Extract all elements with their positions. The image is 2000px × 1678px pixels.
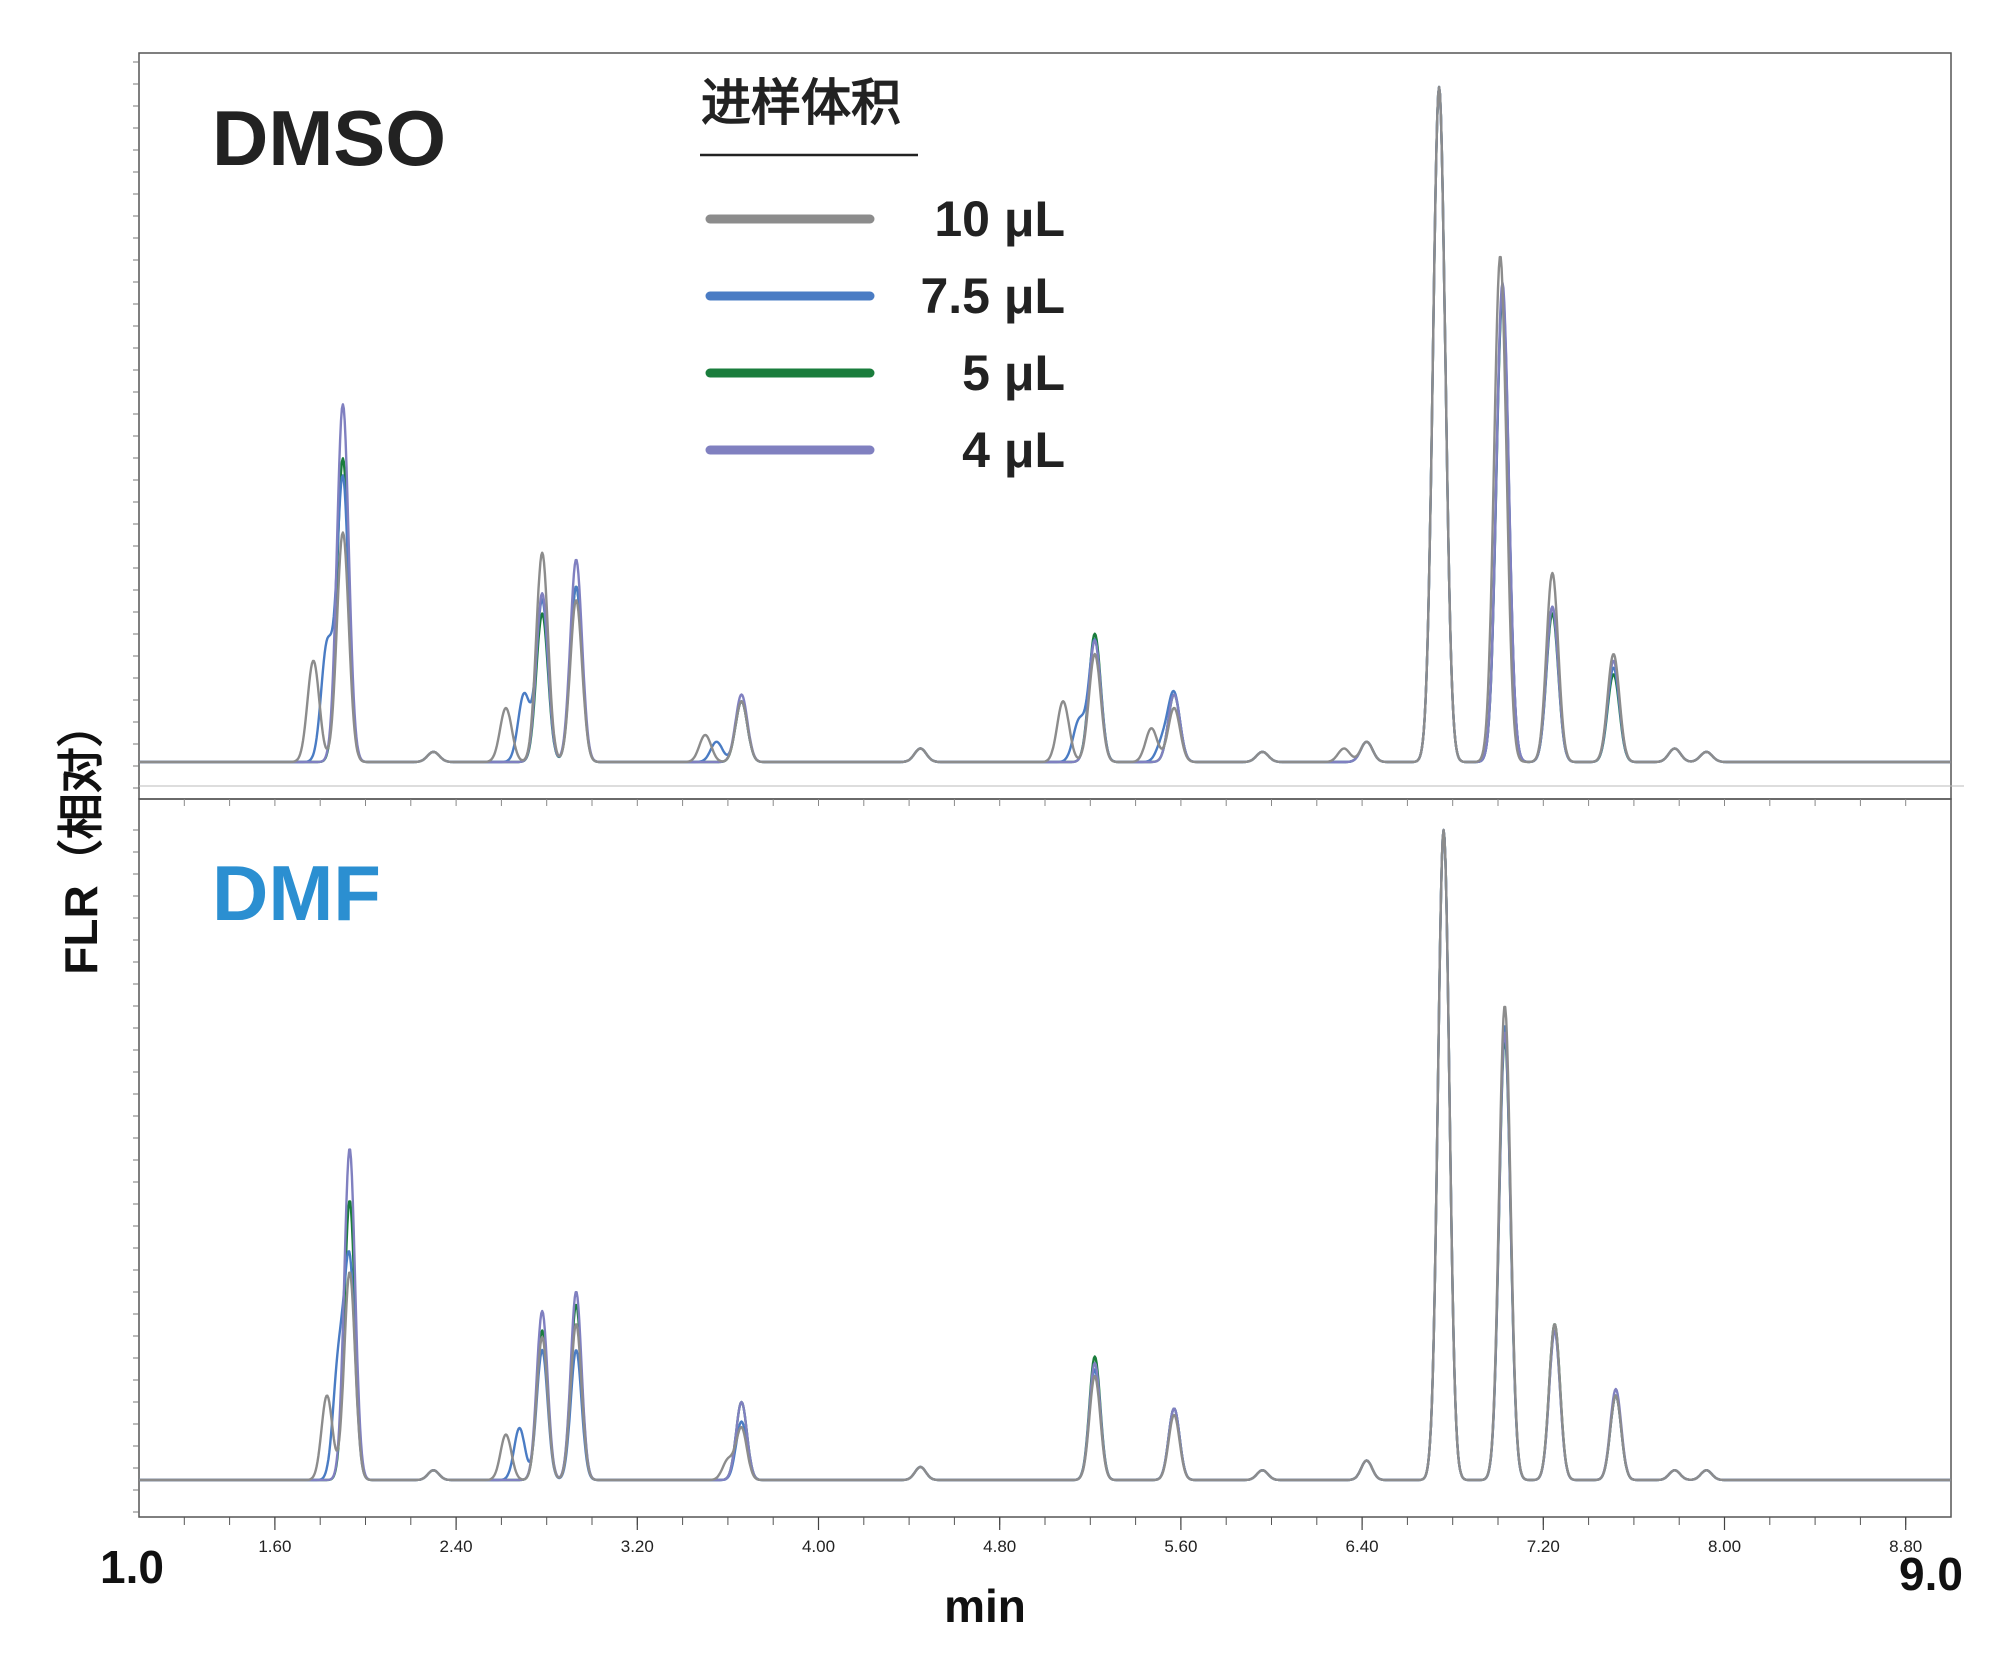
- top-panel-y-ticks: [133, 61, 139, 789]
- x-tick-label: 8.00: [1708, 1537, 1741, 1556]
- x-axis-label: min: [944, 1580, 1026, 1632]
- x-tick-label: 4.00: [802, 1537, 835, 1556]
- x-tick-label: 1.60: [258, 1537, 291, 1556]
- x-tick-label: 3.20: [621, 1537, 654, 1556]
- bottom-panel-traces: [138, 828, 1952, 1482]
- x-tick-label: 5.60: [1164, 1537, 1197, 1556]
- bottom-panel-title: DMF: [212, 849, 381, 937]
- legend: 进样体积 10 μL 7.5 μL 5 μL 4 μL: [700, 75, 1065, 478]
- x-tick-label: 7.20: [1527, 1537, 1560, 1556]
- legend-entry-label: 10 μL: [934, 191, 1065, 247]
- x-tick-label: 2.40: [440, 1537, 473, 1556]
- x-tick-label: 8.80: [1889, 1537, 1922, 1556]
- x-range-end-label: 9.0: [1899, 1548, 1963, 1600]
- y-axis-label: FLR（相对）: [55, 701, 107, 974]
- trace-7-5L-ul: [138, 828, 1952, 1482]
- legend-title: 进样体积: [701, 75, 901, 131]
- x-tick-label: 4.80: [983, 1537, 1016, 1556]
- top-panel-x-ticks: [183, 799, 1907, 806]
- bottom-panel-x-ticks: 1.60 2.40 3.20 4.00 4.80 5.60 6.40 7.20 8.00 8.80: [183, 1517, 1922, 1556]
- legend-entries: 10 μL 7.5 μL 5 μL 4 μL: [705, 191, 1065, 478]
- x-tick-label: 6.40: [1346, 1537, 1379, 1556]
- trace-10L-ul: [138, 828, 1952, 1482]
- trace-5L-ul: [138, 828, 1952, 1482]
- top-panel-title: DMSO: [212, 94, 446, 182]
- bottom-panel-y-ticks: [133, 829, 139, 1513]
- trace-4L-ul: [138, 828, 1952, 1482]
- legend-entry-label: 5 μL: [962, 345, 1065, 401]
- trace-10L-ul: [138, 85, 1952, 764]
- top-panel-traces: [138, 85, 1952, 764]
- legend-entry-label: 7.5 μL: [920, 268, 1065, 324]
- x-range-start-label: 1.0: [100, 1541, 164, 1593]
- legend-entry-label: 4 μL: [962, 422, 1065, 478]
- bottom-panel-frame: [138, 798, 1952, 1518]
